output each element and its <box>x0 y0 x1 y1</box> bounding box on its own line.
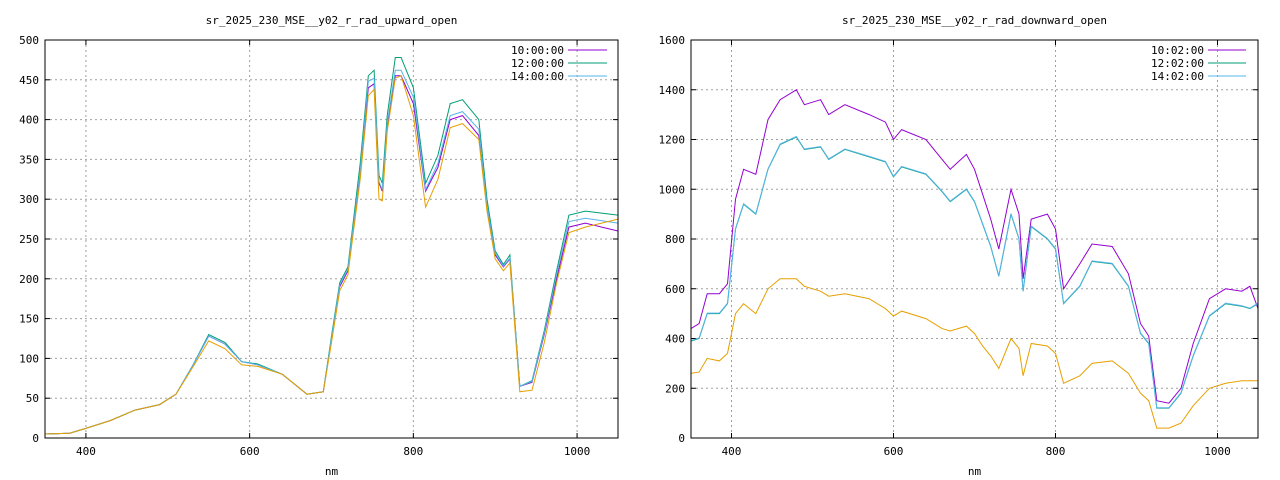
chart-2-series-line-3 <box>691 135 1258 409</box>
chart-2-x-tick-label: 600 <box>884 445 904 458</box>
chart-1-series-line-2 <box>45 57 618 435</box>
chart-1-y-tick-label: 200 <box>19 273 39 286</box>
chart-1-y-tick-label: 400 <box>19 114 39 127</box>
chart-2-series-line-1 <box>691 89 1258 404</box>
chart-1-y-tick-label: 100 <box>19 352 39 365</box>
chart-1-series-line-3 <box>45 69 618 435</box>
chart-2-x-tick-label: 800 <box>1046 445 1066 458</box>
chart-1-y-tick-label: 0 <box>32 432 39 445</box>
chart-2-y-tick-label: 1200 <box>659 134 686 147</box>
chart-2-x-tick-label: 400 <box>722 445 742 458</box>
chart-1-y-tick-label: 350 <box>19 153 39 166</box>
chart-2-x-axis-label: nm <box>968 465 982 478</box>
chart-2-legend-label-3: 14:02:00 <box>1151 70 1204 83</box>
chart-2-y-tick-label: 600 <box>665 283 685 296</box>
chart-2-y-tick-label: 1000 <box>659 183 686 196</box>
chart-2-y-tick-label: 1400 <box>659 84 686 97</box>
chart-1-legend-label-3: 14:00:00 <box>511 70 564 83</box>
chart-1-legend-label-2: 12:00:00 <box>511 57 564 70</box>
chart-1-series-line-4 <box>45 75 618 435</box>
chart-2-y-tick-label: 1600 <box>659 34 686 47</box>
chart-1-y-tick-label: 150 <box>19 313 39 326</box>
chart-1-y-tick-label: 300 <box>19 193 39 206</box>
chart-2-y-tick-label: 0 <box>678 432 685 445</box>
chart-1-plot-frame <box>44 39 619 439</box>
chart-1-legend-label-1: 10:00:00 <box>511 44 564 57</box>
chart-2-y-tick-label: 800 <box>665 233 685 246</box>
chart-2-series-line-4 <box>691 278 1258 429</box>
chart-1-x-tick-label: 800 <box>403 445 423 458</box>
chart-1-y-tick-label: 450 <box>19 74 39 87</box>
chart-1-y-tick-label: 50 <box>26 392 39 405</box>
chart-2-title: sr_2025_230_MSE__y02_r_rad_downward_open <box>842 14 1107 27</box>
chart-1-y-tick-label: 250 <box>19 233 39 246</box>
chart-2-y-tick-label: 200 <box>665 382 685 395</box>
chart-2-plot-frame <box>690 39 1259 439</box>
chart-2-series-line-2 <box>691 136 1258 409</box>
chart-2-legend-label-2: 12:02:00 <box>1151 57 1204 70</box>
chart-1-x-tick-label: 1000 <box>564 445 591 458</box>
chart-1-x-axis-label: nm <box>325 465 339 478</box>
chart-1-title: sr_2025_230_MSE__y02_r_rad_upward_open <box>206 14 458 27</box>
chart-2-x-tick-label: 1000 <box>1204 445 1231 458</box>
chart-1-x-tick-label: 400 <box>76 445 96 458</box>
chart-1-y-tick-label: 500 <box>19 34 39 47</box>
chart-2-y-tick-label: 400 <box>665 333 685 346</box>
chart-2-legend-label-1: 10:02:00 <box>1151 44 1204 57</box>
chart-1-x-tick-label: 600 <box>240 445 260 458</box>
